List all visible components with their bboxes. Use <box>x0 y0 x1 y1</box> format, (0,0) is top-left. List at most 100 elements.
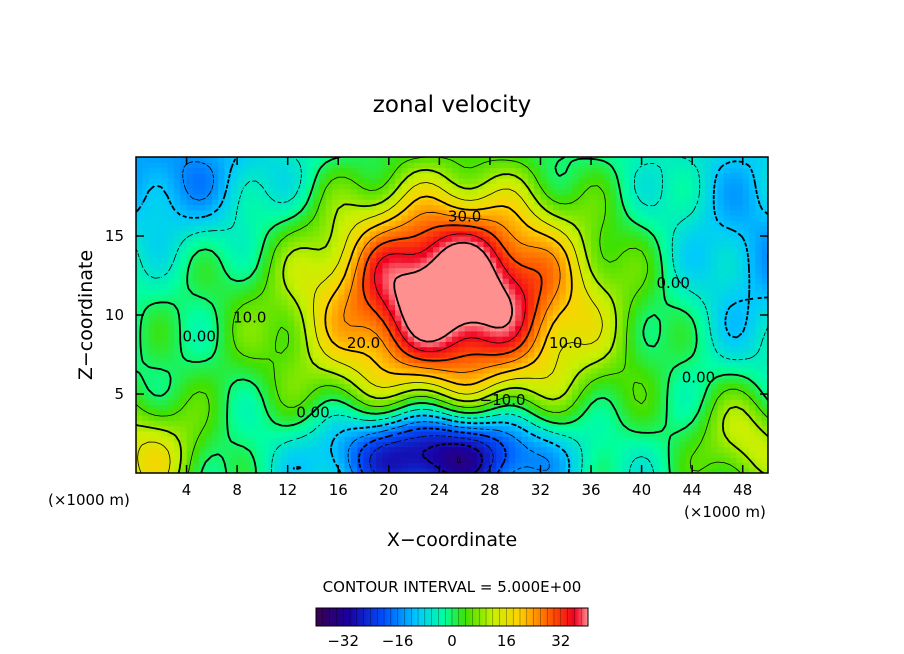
heatmap-cell <box>224 330 232 337</box>
heatmap-cell <box>685 309 693 316</box>
heatmap-cell <box>521 262 529 269</box>
heatmap-cell <box>572 462 579 469</box>
heatmap-cell <box>597 441 605 448</box>
heatmap-cell <box>312 415 320 421</box>
heatmap-cell <box>199 257 207 263</box>
heatmap-cell <box>420 362 428 369</box>
heatmap-cell <box>388 278 396 284</box>
heatmap-cell <box>369 341 377 348</box>
heatmap-cell <box>610 420 617 427</box>
heatmap-cell <box>211 257 219 263</box>
heatmap-cell <box>294 409 301 416</box>
heatmap-cell <box>622 436 630 442</box>
heatmap-cell <box>331 241 339 248</box>
heatmap-cell <box>287 288 295 295</box>
heatmap-cell <box>685 399 693 406</box>
heatmap-cell <box>300 409 308 416</box>
heatmap-cell <box>154 462 162 469</box>
heatmap-cell <box>641 394 649 400</box>
heatmap-cell <box>199 262 207 269</box>
heatmap-cell <box>546 330 554 337</box>
heatmap-cell <box>401 309 409 316</box>
heatmap-cell <box>704 362 712 369</box>
heatmap-cell <box>591 462 598 469</box>
heatmap-cell <box>546 457 554 464</box>
heatmap-cell <box>312 372 320 379</box>
heatmap-cell <box>268 367 276 374</box>
heatmap-cell <box>553 283 561 290</box>
heatmap-cell <box>249 341 257 348</box>
heatmap-cell <box>262 394 270 400</box>
heatmap-cell <box>350 341 358 348</box>
heatmap-cell <box>452 451 459 458</box>
heatmap-cell <box>180 451 188 458</box>
heatmap-cell <box>452 320 459 327</box>
heatmap-cell <box>578 315 586 321</box>
heatmap-cell <box>654 404 662 411</box>
heatmap-cell <box>692 357 700 363</box>
heatmap-cell <box>679 309 687 316</box>
heatmap-cell <box>685 257 693 263</box>
heatmap-cell <box>401 367 409 374</box>
heatmap-cell <box>534 220 542 227</box>
heatmap-cell <box>717 378 725 385</box>
heatmap-cell <box>584 246 592 253</box>
heatmap-cell <box>357 315 365 321</box>
heatmap-cell <box>192 436 200 442</box>
heatmap-cell <box>224 283 232 290</box>
heatmap-cell <box>470 362 478 369</box>
heatmap-cell <box>275 457 282 464</box>
heatmap-cell <box>331 346 339 353</box>
heatmap-cell <box>591 309 598 316</box>
heatmap-cell <box>414 441 421 448</box>
heatmap-cell <box>218 278 226 284</box>
heatmap-cell <box>382 283 390 290</box>
heatmap-cell <box>692 436 700 442</box>
heatmap-cell <box>224 214 232 221</box>
heatmap-cell <box>654 288 662 295</box>
heatmap-cell <box>344 293 352 300</box>
heatmap-cell <box>635 257 643 263</box>
heatmap-cell <box>628 372 636 379</box>
heatmap-cell <box>647 430 655 437</box>
heatmap-cell <box>369 304 377 311</box>
heatmap-cell <box>546 246 554 253</box>
heatmap-cell <box>515 309 523 316</box>
heatmap-cell <box>262 293 270 300</box>
heatmap-cell <box>363 420 371 427</box>
heatmap-cell <box>186 341 194 348</box>
heatmap-cell <box>142 272 150 279</box>
heatmap-cell <box>730 278 737 284</box>
heatmap-cell <box>464 299 472 306</box>
heatmap-cell <box>363 246 371 253</box>
heatmap-cell <box>692 246 700 253</box>
heatmap-cell <box>717 446 725 453</box>
heatmap-cell <box>730 325 737 332</box>
heatmap-cell <box>224 241 232 248</box>
heatmap-cell <box>723 304 731 311</box>
heatmap-cell <box>477 230 485 237</box>
heatmap-cell <box>218 251 226 258</box>
heatmap-cell <box>666 214 674 221</box>
heatmap-cell <box>388 209 396 216</box>
heatmap-cell <box>275 209 282 216</box>
heatmap-cell <box>312 299 320 306</box>
heatmap-cell <box>148 267 156 274</box>
heatmap-cell <box>452 378 459 385</box>
heatmap-cell <box>483 209 491 216</box>
heatmap-cell <box>249 288 257 295</box>
heatmap-cell <box>660 278 668 284</box>
heatmap-cell <box>723 220 731 227</box>
heatmap-cell <box>559 436 567 442</box>
heatmap-cell <box>357 341 365 348</box>
heatmap-cell <box>426 230 434 237</box>
heatmap-cell <box>553 457 561 464</box>
heatmap-cell <box>300 446 308 453</box>
heatmap-cell <box>591 378 598 385</box>
heatmap-cell <box>211 362 219 369</box>
heatmap-cell <box>300 425 308 432</box>
heatmap-cell <box>572 283 579 290</box>
heatmap-cell <box>464 278 472 284</box>
heatmap-cell <box>464 325 472 332</box>
heatmap-cell <box>249 430 257 437</box>
